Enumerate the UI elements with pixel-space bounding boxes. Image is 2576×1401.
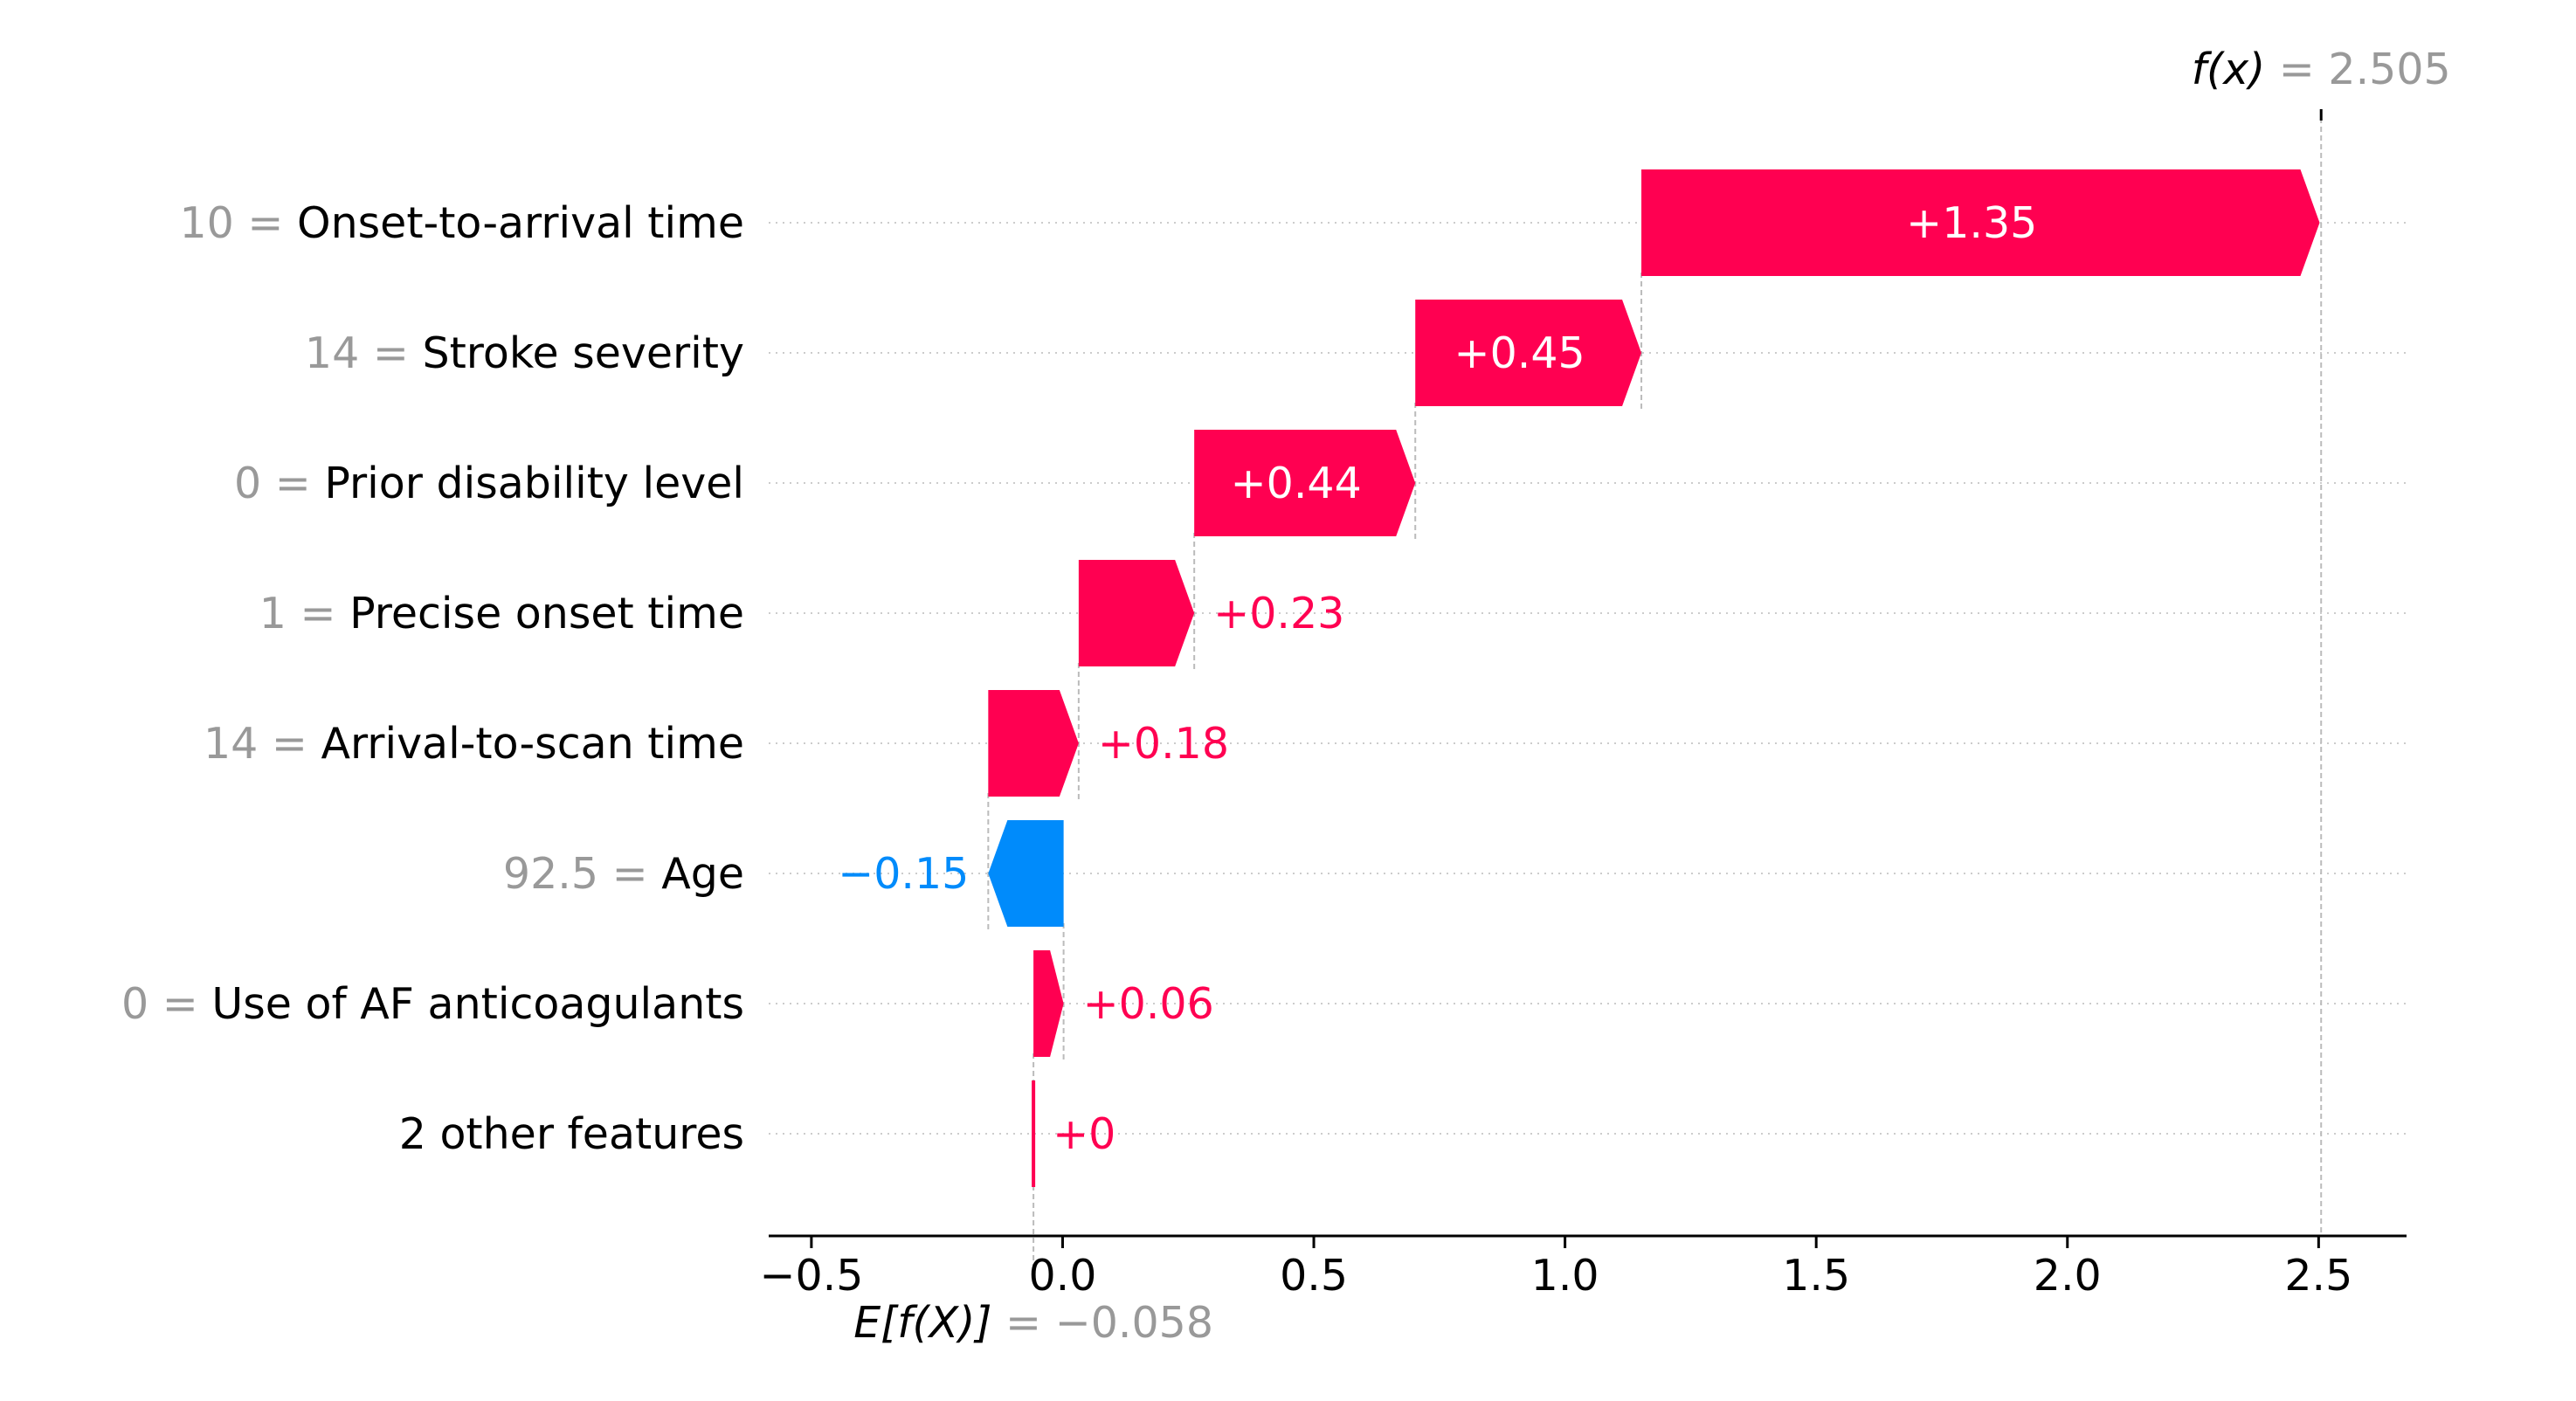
base-value-label: E[f(X)]: [853, 1298, 1005, 1348]
feature-label: 0 = Use of AF anticoagulants: [121, 979, 744, 1029]
x-tick-label: −0.5: [759, 1251, 863, 1301]
feature-label: 2 other features: [399, 1109, 744, 1159]
feature-name: Precise onset time: [349, 589, 744, 638]
value-annotations: +1.35 +0.45 +0.44 +0.23 +0.18 −0.15 +0.06 +0 E[f…: [838, 45, 2451, 1348]
feature-value: 10 =: [179, 198, 297, 248]
x-tick-label: 1.0: [1531, 1251, 1599, 1301]
contribution-label: −0.15: [838, 849, 969, 899]
bar-positive: [988, 690, 1079, 797]
feature-value: 1 =: [259, 589, 349, 638]
feature-label: 1 = Precise onset time: [259, 589, 744, 638]
feature-name: Use of AF anticoagulants: [211, 979, 744, 1029]
x-tick-label: 0.5: [1280, 1251, 1348, 1301]
bar-positive: [1078, 560, 1195, 666]
final-value-annotation: f(x) = 2.505: [2192, 45, 2451, 94]
feature-value: 14 =: [305, 328, 423, 378]
bar-positive: [1194, 430, 1416, 536]
feature-name: Arrival-to-scan time: [321, 719, 745, 769]
feature-name: Stroke severity: [422, 328, 744, 378]
feature-value: 0 =: [234, 459, 324, 508]
contribution-label: +0.45: [1454, 328, 1585, 378]
base-value-annotation: E[f(X)] = −0.058: [853, 1298, 1213, 1348]
connector-lines: [987, 109, 2323, 1281]
x-axis: −0.5 0.0 0.5 1.0 1.5 2.0 2.5: [759, 1234, 2407, 1301]
x-tick-label: 0.0: [1028, 1251, 1096, 1301]
contribution-label: +0: [1053, 1109, 1115, 1159]
feature-name: Age: [661, 849, 744, 899]
contribution-bars: [988, 169, 2320, 1187]
x-tick-label: 1.5: [1782, 1251, 1850, 1301]
contribution-label: +0.18: [1098, 719, 1229, 769]
feature-value: 0 =: [121, 979, 211, 1029]
feature-value: 92.5 =: [503, 849, 661, 899]
contribution-label: +0.23: [1213, 589, 1344, 638]
feature-value: 14 =: [204, 719, 321, 769]
bar-negative: [988, 820, 1064, 927]
feature-label: 10 = Onset-to-arrival time: [179, 198, 744, 248]
contribution-label: +0.06: [1083, 979, 1214, 1029]
feature-label: 14 = Arrival-to-scan time: [204, 719, 744, 769]
feature-label: 14 = Stroke severity: [305, 328, 744, 378]
feature-label: 92.5 = Age: [503, 849, 744, 899]
feature-name: Onset-to-arrival time: [297, 198, 744, 248]
contribution-label: +1.35: [1906, 198, 2037, 248]
contribution-label: +0.44: [1231, 459, 1362, 508]
final-value-label: f(x): [2192, 45, 2279, 94]
feature-name: Prior disability level: [324, 459, 744, 508]
feature-label: 0 = Prior disability level: [234, 459, 744, 508]
x-tick-label: 2.5: [2284, 1251, 2352, 1301]
final-value-number: = 2.505: [2279, 45, 2451, 94]
x-tick-label: 2.0: [2034, 1251, 2102, 1301]
feature-labels: 10 = Onset-to-arrival time 14 = Stroke se…: [121, 198, 744, 1159]
bar-positive: [1415, 300, 1642, 406]
bar-positive: [1033, 950, 1064, 1057]
bar-positive: [1641, 169, 2320, 276]
feature-name: 2 other features: [399, 1109, 744, 1159]
base-value-number: = −0.058: [1005, 1298, 1213, 1348]
